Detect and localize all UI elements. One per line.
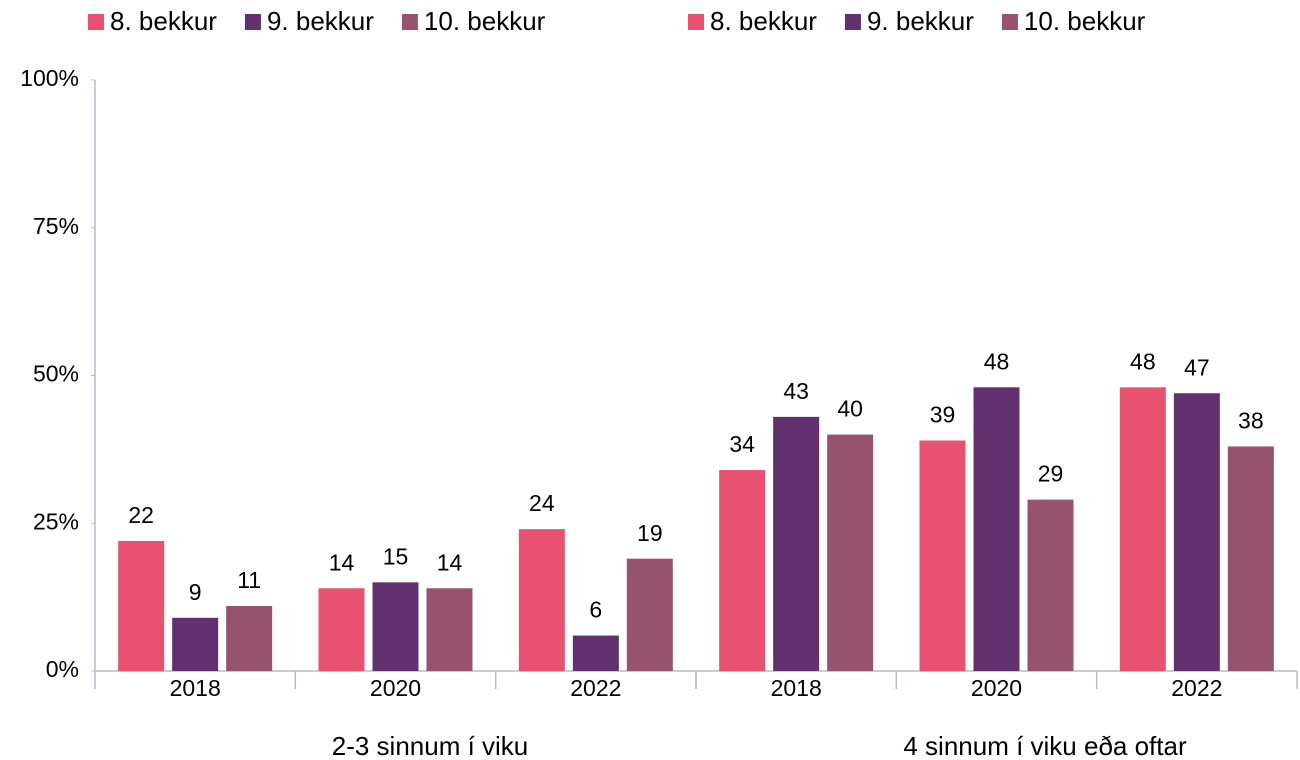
data-label: 38 xyxy=(1238,407,1264,433)
bar xyxy=(1027,499,1074,671)
bar xyxy=(773,416,820,671)
x-tick-label: 2020 xyxy=(971,675,1022,701)
legend-label: 10. bekkur xyxy=(1024,6,1146,36)
data-label: 9 xyxy=(189,579,202,605)
y-tick-label: 100% xyxy=(20,65,79,91)
x-tick-label: 2018 xyxy=(771,675,822,701)
bar xyxy=(118,540,165,671)
data-label: 11 xyxy=(237,567,261,593)
bar xyxy=(973,387,1020,671)
bar xyxy=(426,588,473,671)
data-label: 47 xyxy=(1184,354,1210,380)
x-tick-label: 2018 xyxy=(170,675,221,701)
data-label: 14 xyxy=(329,549,355,575)
bar xyxy=(318,588,365,671)
data-label: 48 xyxy=(1130,348,1156,374)
bar xyxy=(1227,446,1274,671)
bar xyxy=(518,529,565,671)
legend-swatch xyxy=(401,14,418,30)
legend-swatch xyxy=(88,14,104,30)
group-label: 2-3 sinnum í viku xyxy=(332,731,529,760)
data-label: 14 xyxy=(437,549,463,575)
legend-label: 8. bekkur xyxy=(110,6,217,36)
legend-label: 8. bekkur xyxy=(710,6,817,36)
y-tick-label: 0% xyxy=(46,656,79,682)
legend-label: 9. bekkur xyxy=(267,6,374,36)
legend-label: 10. bekkur xyxy=(424,6,546,36)
bar xyxy=(572,635,619,671)
data-label: 24 xyxy=(529,490,555,516)
data-label: 34 xyxy=(729,431,755,457)
bar xyxy=(172,617,219,671)
y-tick-label: 50% xyxy=(33,361,79,387)
legend-label: 9. bekkur xyxy=(867,6,974,36)
data-label: 6 xyxy=(589,597,602,623)
x-tick-label: 2020 xyxy=(370,675,421,701)
group-label: 4 sinnum í viku eða oftar xyxy=(903,731,1187,760)
bar xyxy=(1173,393,1220,671)
legend-swatch xyxy=(1001,14,1018,30)
bar xyxy=(372,582,419,671)
bar xyxy=(226,605,273,671)
data-label: 29 xyxy=(1038,461,1064,487)
data-label: 19 xyxy=(637,520,663,546)
x-tick-label: 2022 xyxy=(1171,675,1222,701)
data-label: 39 xyxy=(930,402,956,428)
bar xyxy=(719,470,766,671)
legend-swatch xyxy=(688,14,704,30)
data-label: 22 xyxy=(128,502,154,528)
data-label: 40 xyxy=(837,396,863,422)
data-label: 15 xyxy=(383,543,409,569)
bar xyxy=(626,558,673,671)
y-tick-label: 25% xyxy=(33,508,79,534)
data-label: 43 xyxy=(783,378,809,404)
data-label: 48 xyxy=(984,348,1010,374)
legend-swatch xyxy=(244,14,261,30)
bar xyxy=(827,434,874,671)
bar xyxy=(919,440,966,671)
y-tick-label: 75% xyxy=(33,213,79,239)
bar xyxy=(1119,387,1166,671)
legend-swatch xyxy=(844,14,861,30)
x-tick-label: 2022 xyxy=(570,675,621,701)
